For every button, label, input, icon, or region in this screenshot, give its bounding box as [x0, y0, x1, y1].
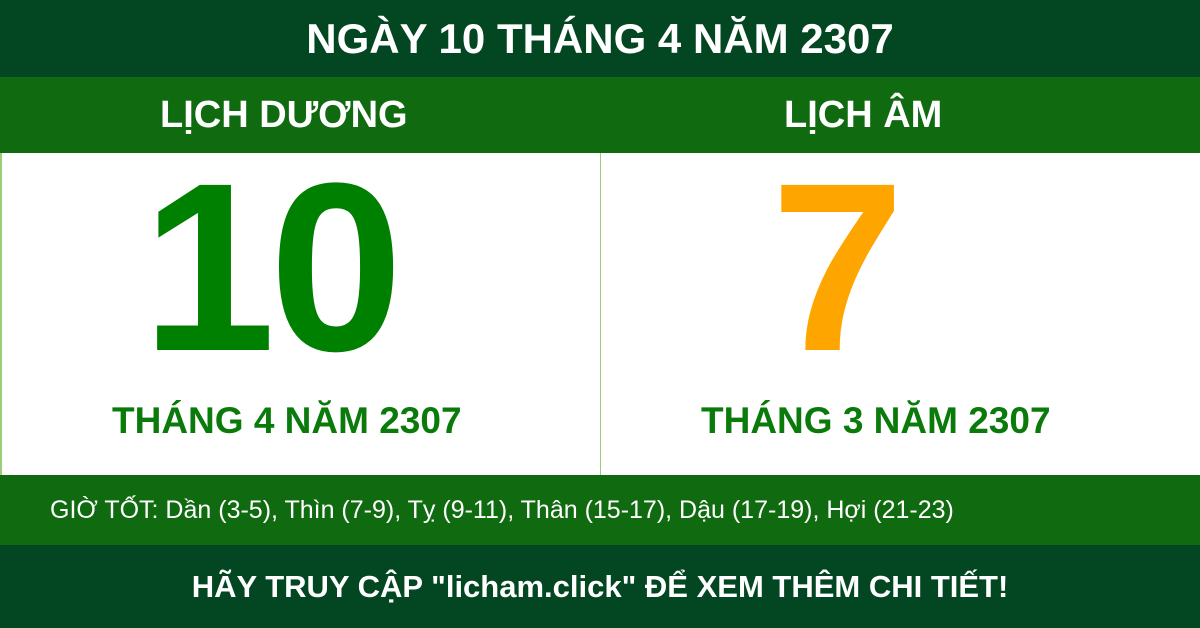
lunar-month-year: THÁNG 3 NĂM 2307: [701, 400, 1051, 441]
solar-heading: LỊCH DƯƠNG: [160, 93, 408, 136]
calendar-headers: LỊCH DƯƠNG LỊCH ÂM: [0, 77, 1200, 153]
solar-month-year: THÁNG 4 NĂM 2307: [112, 400, 462, 441]
lunar-day: 7: [771, 153, 905, 401]
good-hours: GIỜ TỐT: Dần (3-5), Thìn (7-9), Tỵ (9-11…: [0, 475, 1200, 545]
lunar-heading: LỊCH ÂM: [784, 93, 943, 136]
solar-day: 10: [142, 153, 403, 401]
solar-panel: 10 THÁNG 4 NĂM 2307: [0, 153, 600, 475]
footer-cta: HÃY TRUY CẬP "licham.click" ĐỂ XEM THÊM …: [0, 545, 1200, 628]
page-title: NGÀY 10 THÁNG 4 NĂM 2307: [0, 0, 1200, 77]
lunar-panel: 7 THÁNG 3 NĂM 2307: [600, 153, 1200, 475]
